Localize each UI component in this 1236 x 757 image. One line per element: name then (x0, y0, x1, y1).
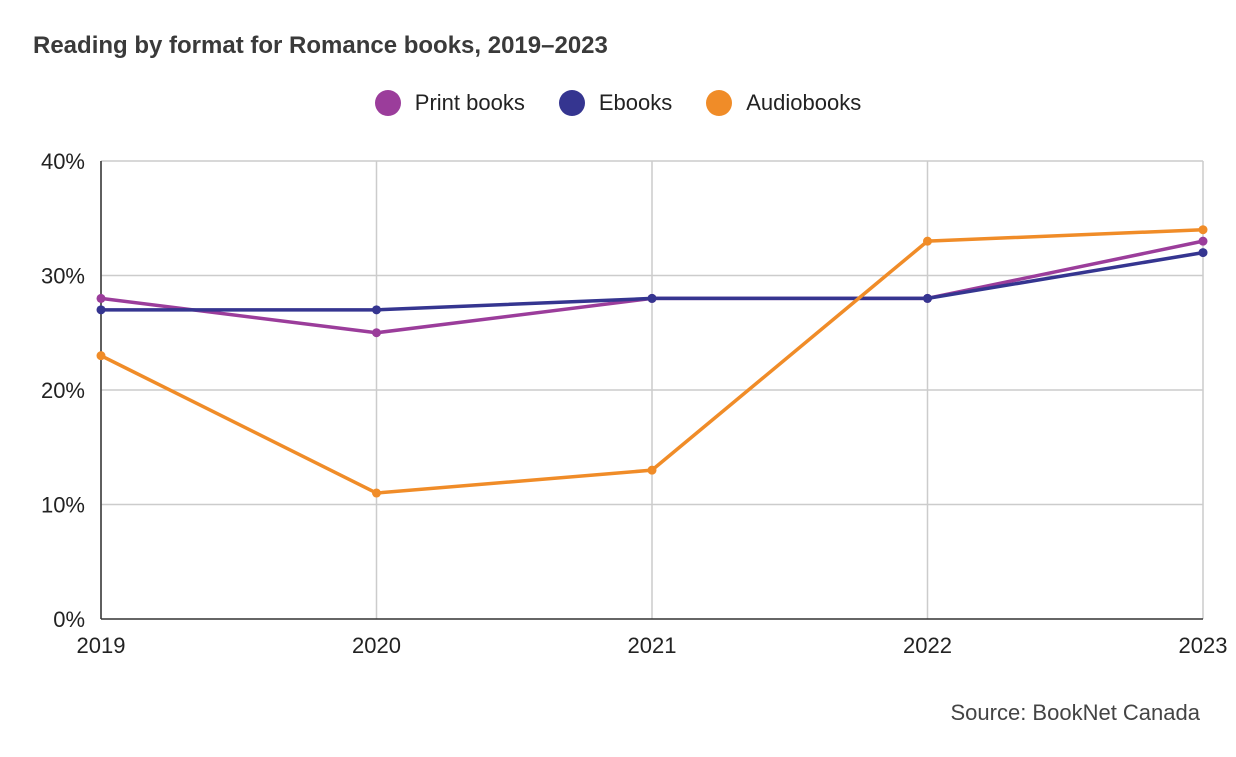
data-point-print-books (96, 293, 106, 303)
y-tick-label: 10% (41, 493, 85, 518)
data-point-ebooks (647, 293, 657, 303)
y-tick-label: 30% (41, 264, 85, 289)
y-tick-label: 0% (53, 607, 85, 632)
data-point-ebooks (923, 293, 932, 303)
legend: Print books Ebooks Audiobooks (0, 90, 1236, 116)
legend-label-print-books: Print books (414, 90, 525, 115)
legend-swatch-ebooks (558, 90, 585, 116)
source-note: Source: BookNet Canada (950, 700, 1201, 725)
y-tick-label: 20% (41, 378, 85, 403)
data-point-audiobooks (647, 465, 657, 475)
data-point-print-books (372, 328, 381, 338)
data-point-ebooks (372, 305, 381, 315)
data-point-ebooks (1198, 248, 1208, 258)
legend-item-audiobooks[interactable]: Audiobooks (706, 90, 861, 116)
x-tick-label: 2022 (903, 633, 952, 658)
legend-item-print-books[interactable]: Print books (374, 90, 525, 116)
data-point-print-books (1198, 236, 1208, 246)
data-point-audiobooks (372, 488, 381, 498)
x-tick-label: 2023 (1179, 633, 1228, 658)
data-point-ebooks (96, 305, 106, 315)
y-tick-label: 40% (41, 149, 85, 174)
data-point-audiobooks (96, 351, 106, 361)
legend-label-audiobooks: Audiobooks (746, 90, 862, 115)
legend-swatch-print-books (374, 90, 401, 116)
x-tick-label: 2021 (628, 633, 677, 658)
x-tick-label: 2019 (77, 633, 126, 658)
legend-item-ebooks[interactable]: Ebooks (558, 90, 673, 116)
data-point-audiobooks (923, 236, 932, 246)
data-point-audiobooks (1198, 225, 1208, 235)
legend-swatch-audiobooks (706, 90, 733, 116)
chart-title: Reading by format for Romance books, 201… (33, 32, 608, 59)
x-tick-label: 2020 (352, 633, 401, 658)
legend-label-ebooks: Ebooks (598, 90, 673, 115)
